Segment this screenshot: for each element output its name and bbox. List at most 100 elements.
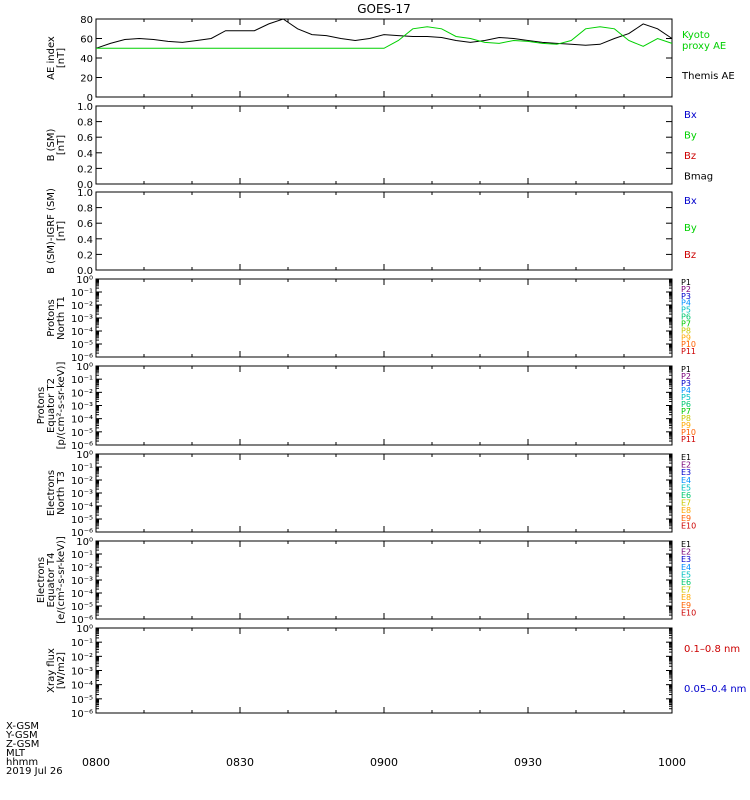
y-tick-label: 10⁻³	[71, 667, 93, 678]
legend-entry: Bmag	[684, 172, 713, 183]
legend-entry: E3	[681, 555, 691, 564]
y-tick-label: 10⁻⁶	[71, 615, 93, 626]
y-axis-label: North T3	[56, 471, 67, 515]
legend-entry: E7	[681, 586, 691, 595]
y-tick-label: 10⁻⁶	[71, 528, 93, 539]
legend-entry: E2	[681, 548, 691, 557]
y-tick-label: 0.6	[77, 133, 93, 144]
x-tick-label: 1000	[658, 756, 686, 769]
y-axis-label: [nT]	[56, 221, 67, 241]
y-tick-label: 10⁻⁶	[71, 353, 93, 364]
y-tick-label: 10⁻²	[71, 388, 93, 399]
legend-entry: E8	[681, 506, 691, 515]
x-tick-label: 0900	[370, 756, 398, 769]
legend-entry: E9	[681, 514, 691, 523]
x-tick-label: 0800	[82, 756, 110, 769]
legend-entry: P10	[681, 340, 696, 349]
y-tick-label: 10⁻³	[71, 402, 93, 413]
y-tick-label: 40	[80, 54, 93, 65]
y-tick-label: 10⁻⁶	[71, 709, 93, 720]
legend-entry: P5	[681, 306, 691, 315]
y-tick-label: 0.0	[77, 266, 93, 277]
y-tick-label: 10⁻⁵	[71, 695, 93, 706]
legend-entry: Bz	[684, 250, 696, 261]
y-axis-label: [nT]	[56, 48, 67, 68]
ae-series-line	[96, 26, 673, 49]
legend-entry: E1	[681, 540, 691, 549]
y-tick-label: 80	[80, 15, 93, 26]
panel-frame-elec_t4	[95, 540, 673, 620]
y-tick-label: 1.0	[77, 188, 93, 199]
footer-row-z-gsm: Z-GSM	[6, 739, 40, 750]
y-tick-label: 10⁻⁴	[71, 327, 93, 338]
legend-entry: E8	[681, 593, 691, 602]
y-tick-label: 20	[80, 74, 93, 85]
footer-row-hhmm: hhmm	[6, 757, 39, 768]
y-tick-label: 10⁻²	[71, 476, 93, 487]
legend-entry: P10	[681, 428, 696, 437]
y-axis-label: Xray flux	[46, 648, 57, 693]
legend-entry: Bx	[684, 110, 697, 121]
legend-entry: P4	[681, 299, 691, 308]
legend-entry: P7	[681, 407, 691, 416]
y-tick-label: 10⁻¹	[71, 550, 93, 561]
y-axis-label: B (SM)	[46, 128, 57, 161]
legend-entry: P3	[681, 292, 691, 301]
legend-entry: P8	[681, 326, 691, 335]
y-axis-label: Protons	[46, 299, 57, 336]
y-axis-label: Electrons	[46, 470, 57, 516]
legend-entry: P5	[681, 393, 691, 402]
legend-entry: E5	[681, 483, 691, 492]
legend-entry: P8	[681, 414, 691, 423]
legend-entry: 0.1–0.8 nm	[684, 644, 740, 655]
y-tick-label: 0.4	[77, 235, 93, 246]
legend-entry: E9	[681, 601, 691, 610]
legend-entry: P2	[681, 372, 691, 381]
legend-entry: 0.05–0.4 nm	[684, 684, 746, 695]
y-axis-label: North T1	[56, 296, 67, 340]
ae-series-line	[95, 18, 673, 49]
x-tick-label: 0830	[226, 756, 254, 769]
legend-entry: E7	[681, 499, 691, 508]
y-tick-label: 10⁰	[76, 275, 93, 286]
y-tick-label: 0.2	[77, 250, 93, 261]
legend-entry: E10	[681, 521, 696, 530]
y-tick-label: 0	[87, 93, 93, 104]
legend-entry: P9	[681, 333, 691, 342]
date-label: 2019 Jul 26	[6, 766, 63, 777]
y-tick-label: 10⁻³	[71, 314, 93, 325]
y-tick-label: 0.8	[77, 118, 93, 129]
legend-entry: P4	[681, 386, 691, 395]
y-tick-label: 10⁻⁴	[71, 415, 93, 426]
legend-entry: P3	[681, 379, 691, 388]
y-axis-label: [W/m2]	[56, 652, 67, 689]
legend-entry: E4	[681, 476, 691, 485]
y-tick-label: 10⁻²	[71, 652, 93, 663]
legend-entry: E2	[681, 461, 691, 470]
y-tick-label: 10⁻⁵	[71, 515, 93, 526]
y-tick-label: 10⁻⁴	[71, 589, 93, 600]
y-tick-label: 1.0	[77, 102, 93, 113]
legend-entry: Kyoto	[682, 30, 710, 41]
y-tick-label: 0.4	[77, 149, 93, 160]
panel-frame-b_sm	[95, 105, 673, 185]
y-tick-label: 60	[80, 35, 93, 46]
y-tick-label: 10⁻⁴	[71, 681, 93, 692]
y-tick-label: 10⁻¹	[71, 375, 93, 386]
chart-title: GOES-17	[357, 2, 411, 16]
panel-frame-b_igrf	[95, 191, 673, 271]
legend-entry: P7	[681, 319, 691, 328]
legend-entry: E6	[681, 578, 691, 587]
y-tick-label: 10⁰	[76, 362, 93, 373]
legend-entry: P1	[681, 278, 691, 287]
legend-entry: E6	[681, 491, 691, 500]
y-tick-label: 10⁻²	[71, 301, 93, 312]
y-tick-label: 10⁻⁶	[71, 441, 93, 452]
y-axis-label: B (SM)-IGRF (SM)	[46, 188, 57, 274]
y-tick-label: 10⁻³	[71, 489, 93, 500]
y-tick-label: 10⁻⁵	[71, 340, 93, 351]
legend-entry: By	[684, 223, 697, 234]
legend-entry: E5	[681, 570, 691, 579]
legend-entry: P1	[681, 365, 691, 374]
y-tick-label: 0.6	[77, 219, 93, 230]
